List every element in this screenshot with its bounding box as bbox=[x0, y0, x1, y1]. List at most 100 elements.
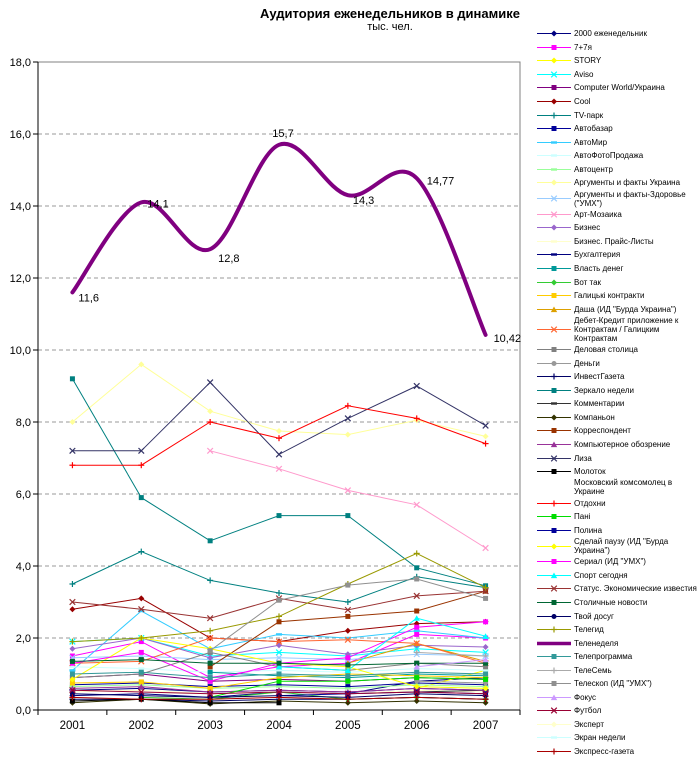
y-tick-label: 18,0 bbox=[10, 57, 31, 69]
marker-x bbox=[550, 195, 558, 202]
marker-square bbox=[483, 595, 489, 601]
legend-line-sample bbox=[537, 140, 571, 144]
legend-item-37: Сериал (ИД "УМХ") bbox=[537, 555, 700, 569]
marker-square bbox=[138, 649, 144, 655]
marker-dash bbox=[138, 609, 145, 613]
series-line-30 bbox=[71, 381, 487, 456]
marker-dash bbox=[551, 240, 557, 243]
legend-item-0: 2000 еженедельник bbox=[537, 27, 700, 41]
marker-dash bbox=[344, 687, 351, 690]
marker-diamond bbox=[551, 543, 557, 550]
legend-label: ИнвестГазета bbox=[574, 372, 625, 382]
legend-item-2: STORY bbox=[537, 54, 700, 68]
legend-item-26: Комментарии bbox=[537, 397, 700, 411]
legend-item-36: Сделай паузу (ИД "Бурда Украина") bbox=[537, 537, 700, 555]
marker-square bbox=[276, 682, 282, 688]
marker-square bbox=[207, 669, 213, 675]
marker-square bbox=[345, 678, 351, 684]
legend-line-sample bbox=[537, 654, 571, 660]
plot-area: 0,0 2,0 4,0 6,0 8,0 10,0 12,0 14,0 16,0 18,0 2001 2… bbox=[10, 57, 522, 732]
x-tick-label: 2005 bbox=[335, 720, 361, 732]
marker-square bbox=[483, 664, 489, 670]
marker-x bbox=[413, 592, 420, 600]
marker-square bbox=[69, 671, 75, 677]
marker-x bbox=[550, 71, 558, 78]
marker-square bbox=[414, 576, 420, 582]
legend-line-sample bbox=[537, 721, 571, 728]
marker-triangle bbox=[550, 441, 558, 448]
marker-square bbox=[138, 495, 144, 501]
legend-line-sample bbox=[537, 347, 571, 353]
y-tick-label: 0,0 bbox=[16, 705, 31, 717]
series-line-38 bbox=[278, 617, 487, 671]
legend-line-sample bbox=[537, 585, 571, 593]
legend-item-10: Автоцентр bbox=[537, 162, 700, 176]
legend-line-sample bbox=[537, 500, 571, 507]
marker-triangle bbox=[69, 685, 76, 691]
legend-item-6: TV-парк bbox=[537, 108, 700, 122]
marker-square bbox=[69, 698, 75, 704]
marker-square bbox=[138, 669, 144, 675]
marker-diamond bbox=[482, 433, 489, 440]
marker-square bbox=[69, 658, 75, 664]
marker-square bbox=[551, 266, 557, 272]
legend-item-27: Компаньон bbox=[537, 411, 700, 425]
marker-diamond bbox=[207, 408, 214, 415]
marker-x bbox=[413, 382, 420, 390]
marker-diamond bbox=[344, 699, 351, 706]
legend-line-sample bbox=[537, 527, 571, 533]
x-tick-label: 2004 bbox=[266, 720, 292, 732]
legend-line-sample bbox=[537, 30, 571, 37]
legend-line-sample bbox=[537, 112, 571, 119]
marker-dash bbox=[551, 140, 557, 144]
y-tick-label: 4,0 bbox=[16, 561, 31, 573]
marker-x bbox=[206, 614, 214, 622]
marker-diamond bbox=[551, 721, 557, 728]
marker-square bbox=[138, 657, 144, 663]
chart-subtitle: тыс. чел. bbox=[367, 21, 413, 33]
series-line-23 bbox=[416, 680, 487, 684]
legend-line-sample bbox=[537, 736, 571, 740]
legend-line-sample bbox=[537, 71, 571, 78]
legend-item-28: Корреспондент bbox=[537, 424, 700, 438]
legend-label: Спорт сегодня bbox=[574, 570, 628, 580]
legend-line-sample bbox=[537, 667, 571, 674]
marker-triangle bbox=[413, 663, 420, 670]
marker-square bbox=[414, 608, 420, 614]
marker-square bbox=[551, 559, 557, 565]
marker-square bbox=[551, 599, 557, 605]
legend-label: Компьютерное обозрение bbox=[574, 440, 671, 450]
legend-label: Бизнес bbox=[574, 223, 601, 233]
marker-square bbox=[551, 126, 557, 132]
legend-line-sample bbox=[537, 98, 571, 105]
legend-line-sample bbox=[537, 195, 571, 202]
marker-square bbox=[345, 684, 351, 690]
legend-line-sample bbox=[537, 469, 571, 475]
legend-item-21: Дебет-Кредит приложение к Контрактам / Г… bbox=[537, 316, 700, 343]
marker-circle bbox=[551, 360, 557, 366]
marker-x bbox=[206, 634, 214, 642]
marker-triangle bbox=[550, 694, 558, 700]
legend-line-sample bbox=[537, 414, 571, 421]
legend-line-sample bbox=[537, 211, 571, 218]
marker-x bbox=[344, 487, 352, 494]
marker-diamond bbox=[482, 699, 489, 706]
legend-line-sample bbox=[537, 572, 571, 578]
legend-line-sample bbox=[537, 168, 571, 171]
x-tick-label: 2002 bbox=[128, 720, 154, 732]
legend-label: Компаньон bbox=[574, 412, 615, 422]
marker-triangle bbox=[344, 667, 352, 673]
marker-diamond bbox=[138, 361, 145, 368]
marker-square bbox=[345, 582, 351, 588]
legend-label: Деловая столица bbox=[574, 345, 638, 355]
legend-label: Власть денег bbox=[574, 264, 624, 274]
legend-item-24: ИнвестГазета bbox=[537, 370, 700, 384]
legend-label: Сериал (ИД "УМХ") bbox=[574, 557, 646, 567]
legend-label: Твой досуг bbox=[574, 611, 614, 621]
legend-line-sample bbox=[537, 387, 571, 393]
marker-diamond bbox=[551, 98, 557, 105]
marker-square bbox=[551, 514, 557, 520]
marker-dash bbox=[276, 685, 282, 688]
legend-item-46: Телескоп (ИД "УМХ") bbox=[537, 677, 700, 691]
marker-square bbox=[207, 538, 213, 544]
